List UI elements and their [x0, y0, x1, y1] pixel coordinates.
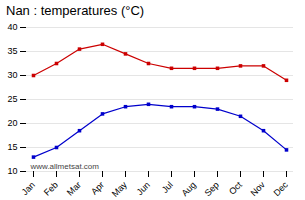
svg-text:10: 10	[7, 166, 17, 176]
svg-text:Dec: Dec	[272, 179, 291, 198]
svg-text:Nov: Nov	[249, 179, 268, 198]
html-text:Nan : temperatures (°C): Nan : temperatures (°C)	[6, 3, 145, 18]
svg-text:35: 35	[7, 46, 17, 56]
svg-text:Sep: Sep	[203, 180, 221, 198]
svg-text:Jul: Jul	[160, 180, 175, 195]
svg-text:May: May	[110, 179, 129, 198]
svg-text:Feb: Feb	[42, 180, 60, 198]
svg-text:Jun: Jun	[135, 180, 152, 197]
svg-text:15: 15	[7, 142, 17, 152]
svg-text:Aug: Aug	[180, 180, 198, 198]
svg-text:Mar: Mar	[65, 180, 83, 198]
svg-text:30: 30	[7, 70, 17, 80]
svg-text:40: 40	[7, 22, 17, 32]
svg-text:25: 25	[7, 94, 17, 104]
svg-text:Jan: Jan	[20, 180, 37, 197]
svg-text:Apr: Apr	[89, 180, 106, 197]
svg-text:20: 20	[7, 118, 17, 128]
svg-text:Oct: Oct	[227, 179, 244, 196]
svg-text:www.allmetsat.com: www.allmetsat.com	[30, 162, 100, 171]
